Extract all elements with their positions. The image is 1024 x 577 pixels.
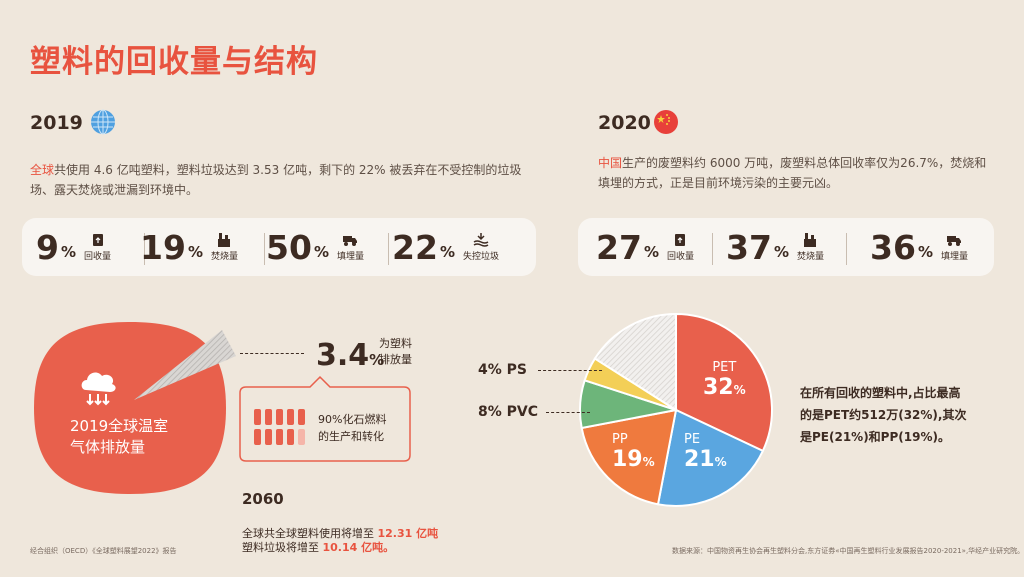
globe-icon (91, 109, 115, 135)
stats-card-2019: 9% 回收量 19% 焚烧量 50% 填埋量 22% 失控垃圾 (22, 218, 536, 276)
year-2019: 2019 (30, 112, 83, 134)
stat-landfill-2020: 36% 填埋量 (870, 227, 968, 267)
incinerator-icon (218, 232, 231, 247)
pie-label-pp: PP 19% (612, 432, 655, 472)
stat-landfill-2019: 50% 填埋量 (266, 227, 364, 267)
emission-share-wedge (134, 330, 236, 400)
plastic-share: 3.4% (316, 338, 385, 373)
pvc-leader-line (546, 412, 590, 413)
forecast-text: 全球共全球塑料使用将增至 12.31 亿吨 塑料垃圾将增至 10.14 亿吨。 (242, 527, 439, 554)
share-leader-line (240, 353, 304, 354)
desc-2020: 中国生产的废塑料约 6000 万吨，废塑料总体回收率仅为26.7%，焚烧和填埋的… (598, 156, 987, 190)
pie-caption: 在所有回收的塑料中,占比最高 的是PET约512万(32%),其次 是PE(21… (800, 386, 967, 444)
fossil-fuel-bracket (239, 375, 411, 462)
water-waves-icon (473, 232, 489, 247)
fossil-fuel-label: 90%化石燃料 的生产和转化 (318, 413, 387, 443)
recycle-bin-icon (92, 233, 103, 246)
stat-incinerate-2019: 19% 焚烧量 (140, 227, 238, 267)
dump-truck-icon (343, 235, 358, 246)
stat-recycle-2019: 9% 回收量 (36, 227, 112, 267)
pie-slice-pp (580, 408, 678, 506)
source-right: 数据来源：中国物资再生协会再生塑料分会,东方证券«中国再生塑料行业发展报告202… (672, 547, 1024, 555)
pie-slice-pe (656, 408, 765, 507)
pie-slice-pet (675, 312, 773, 453)
ps-leader-line (538, 370, 602, 371)
pie-label-pvc: 8% PVC (478, 404, 539, 420)
source-left: 经合组织（OECD）《全球塑料展望2022》报告 (30, 547, 177, 555)
bottles-icon (254, 409, 305, 445)
desc-2019: 全球共使用 4.6 亿吨塑料，塑料垃圾达到 3.53 亿吨，剩下的 22% 被丢… (30, 163, 522, 197)
plastic-share-label: 为塑料 排放量 (379, 337, 412, 366)
pie-label-ps: 4% PS (478, 362, 527, 378)
pie-slice-other (593, 312, 677, 412)
incinerator-icon (804, 232, 817, 247)
china-flag-icon (654, 110, 678, 134)
stat-leak-2019: 22% 失控垃圾 (392, 227, 499, 267)
pie-label-pe: PE 21% (684, 432, 727, 472)
pie-label-pet: PET 32% (703, 360, 746, 400)
cloud-emission-icon (81, 372, 116, 406)
year-2020: 2020 (598, 112, 651, 134)
recycle-bin-icon (675, 233, 686, 246)
plastic-type-pie-chart (579, 312, 773, 507)
page-title: 塑料的回收量与结构 (30, 44, 318, 80)
stats-card-2020: 27% 回收量 37% 焚烧量 36% 填埋量 (578, 218, 994, 276)
forecast-year: 2060 (242, 490, 284, 508)
dump-truck-icon (947, 235, 962, 246)
stat-incinerate-2020: 37% 焚烧量 (726, 227, 824, 267)
stat-recycle-2020: 27% 回收量 (596, 227, 694, 267)
emission-blob-text: 2019全球温室 气体排放量 (70, 417, 169, 456)
